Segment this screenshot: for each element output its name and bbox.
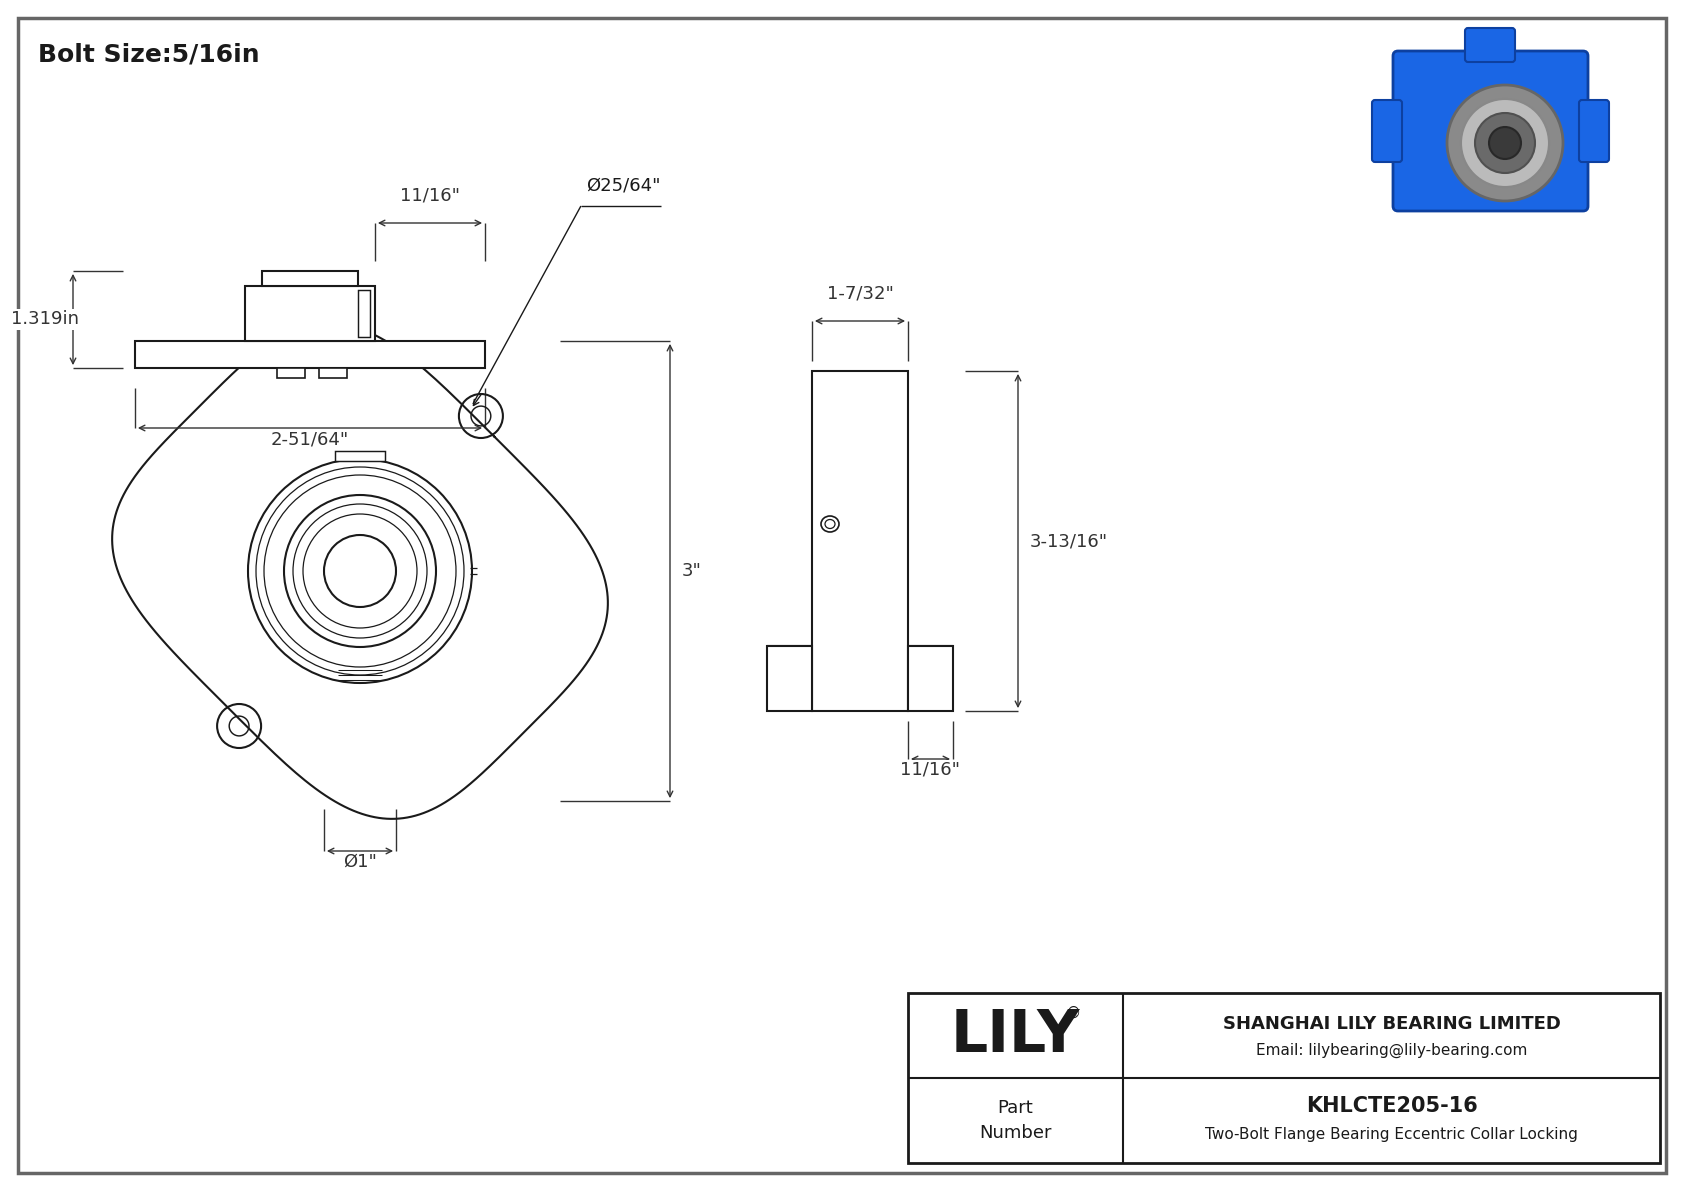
Text: Ø1": Ø1" <box>344 853 377 871</box>
Text: 11/16": 11/16" <box>901 761 960 779</box>
FancyBboxPatch shape <box>1580 100 1608 162</box>
Text: 3-13/16": 3-13/16" <box>1031 532 1108 550</box>
Bar <box>244 286 376 341</box>
Text: LILY: LILY <box>951 1008 1079 1064</box>
Text: Ø25/64": Ø25/64" <box>586 176 660 194</box>
FancyBboxPatch shape <box>1393 51 1588 211</box>
Text: 1-7/32": 1-7/32" <box>827 285 894 303</box>
Circle shape <box>1462 99 1549 187</box>
FancyBboxPatch shape <box>1372 100 1403 162</box>
Bar <box>812 372 908 711</box>
Bar <box>318 368 347 378</box>
FancyBboxPatch shape <box>1465 29 1516 62</box>
Bar <box>359 289 370 337</box>
Text: KHLCTE205-16: KHLCTE205-16 <box>1305 1097 1477 1116</box>
Bar <box>766 646 812 711</box>
Bar <box>908 646 953 711</box>
Circle shape <box>1475 113 1536 173</box>
Circle shape <box>1489 127 1521 160</box>
Bar <box>335 451 386 461</box>
Text: Email: lilybearing@lily-bearing.com: Email: lilybearing@lily-bearing.com <box>1256 1043 1527 1058</box>
Text: 11/16": 11/16" <box>401 187 460 205</box>
Bar <box>276 368 305 378</box>
Text: Bolt Size:5/16in: Bolt Size:5/16in <box>39 43 259 67</box>
Bar <box>135 341 485 368</box>
Text: Part
Number: Part Number <box>980 1099 1052 1142</box>
Text: Two-Bolt Flange Bearing Eccentric Collar Locking: Two-Bolt Flange Bearing Eccentric Collar… <box>1206 1127 1578 1142</box>
Bar <box>263 272 359 286</box>
Text: 2-51/64": 2-51/64" <box>271 430 349 448</box>
Text: ®: ® <box>1066 1006 1081 1021</box>
Text: 1.319in: 1.319in <box>12 311 79 329</box>
Text: 3": 3" <box>682 562 702 580</box>
Text: SHANGHAI LILY BEARING LIMITED: SHANGHAI LILY BEARING LIMITED <box>1223 1015 1561 1033</box>
Bar <box>908 993 1660 1162</box>
Circle shape <box>1447 85 1563 201</box>
